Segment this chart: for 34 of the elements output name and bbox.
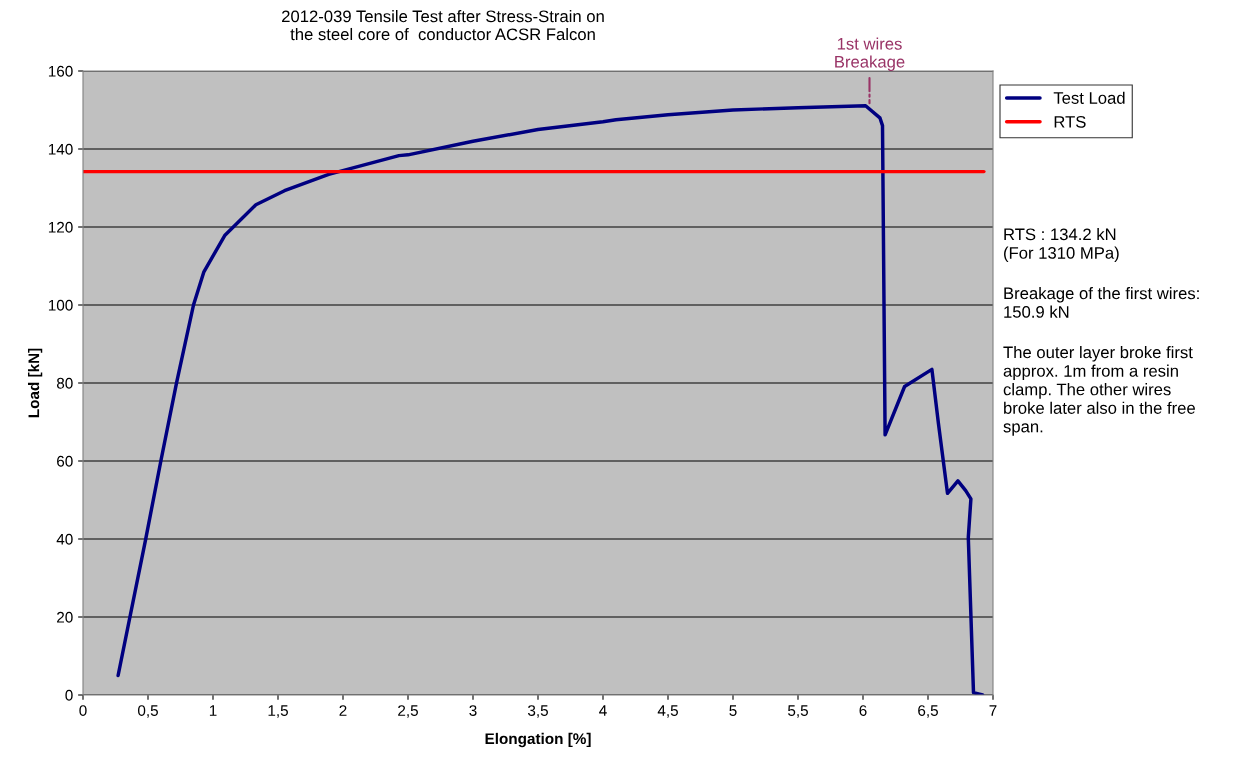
x-tick-label: 4 [599, 705, 607, 716]
y-tick-label: 120 [48, 221, 73, 233]
x-tick-label: 1,5 [268, 705, 288, 718]
x-tick-label: 5 [729, 705, 737, 716]
y-tick-label: 60 [57, 455, 73, 467]
x-tick-label: 6 [859, 705, 867, 716]
y-tick-label: 140 [48, 143, 73, 155]
y-tick-label: 100 [48, 299, 73, 311]
x-tick-label: 3,5 [527, 705, 548, 718]
y-axis-title: Load [kN] [27, 348, 43, 418]
x-tick-label: 5,5 [787, 705, 808, 718]
y-tick-label: 160 [48, 65, 73, 77]
x-tick-label: 1 [209, 705, 217, 716]
x-tick-label: 3 [469, 705, 477, 716]
legend-label: Test Load [1053, 91, 1125, 104]
text: RTS : 134.2 kN (For 1310 MPa) [1004, 228, 1119, 263]
x-tick-label: 4,5 [657, 705, 678, 718]
chart-title: 2012-039 Tensile Test after Stress-Strain on the steel core of conductor ACSR Falcon [282, 10, 604, 41]
text: Breakage of the first wires: 150.9 kN [1004, 287, 1199, 318]
x-tick-label: 0 [79, 705, 87, 716]
x-axis-title: Elongation [%] [485, 732, 591, 748]
line-series [116, 103, 985, 695]
legend-label: RTS [1054, 115, 1086, 128]
x-tick-label: 2,5 [398, 705, 418, 718]
text: The outer layer broke first approx. 1m from a resin clamp. The other wires broke later also in the free span. [1003, 346, 1195, 436]
y-tick-label: 40 [56, 533, 73, 545]
x-tick-label: 2 [339, 705, 347, 716]
y-tick-label: 80 [56, 377, 73, 389]
x-tick-label: 7 [989, 705, 997, 716]
x-tick-label: 0,5 [137, 705, 158, 718]
x-tick-label: 6,5 [918, 705, 938, 718]
y-tick-label: 0 [65, 689, 73, 701]
annotation: 1st wires Breakage [835, 37, 905, 71]
y-tick-label: 20 [57, 611, 73, 623]
